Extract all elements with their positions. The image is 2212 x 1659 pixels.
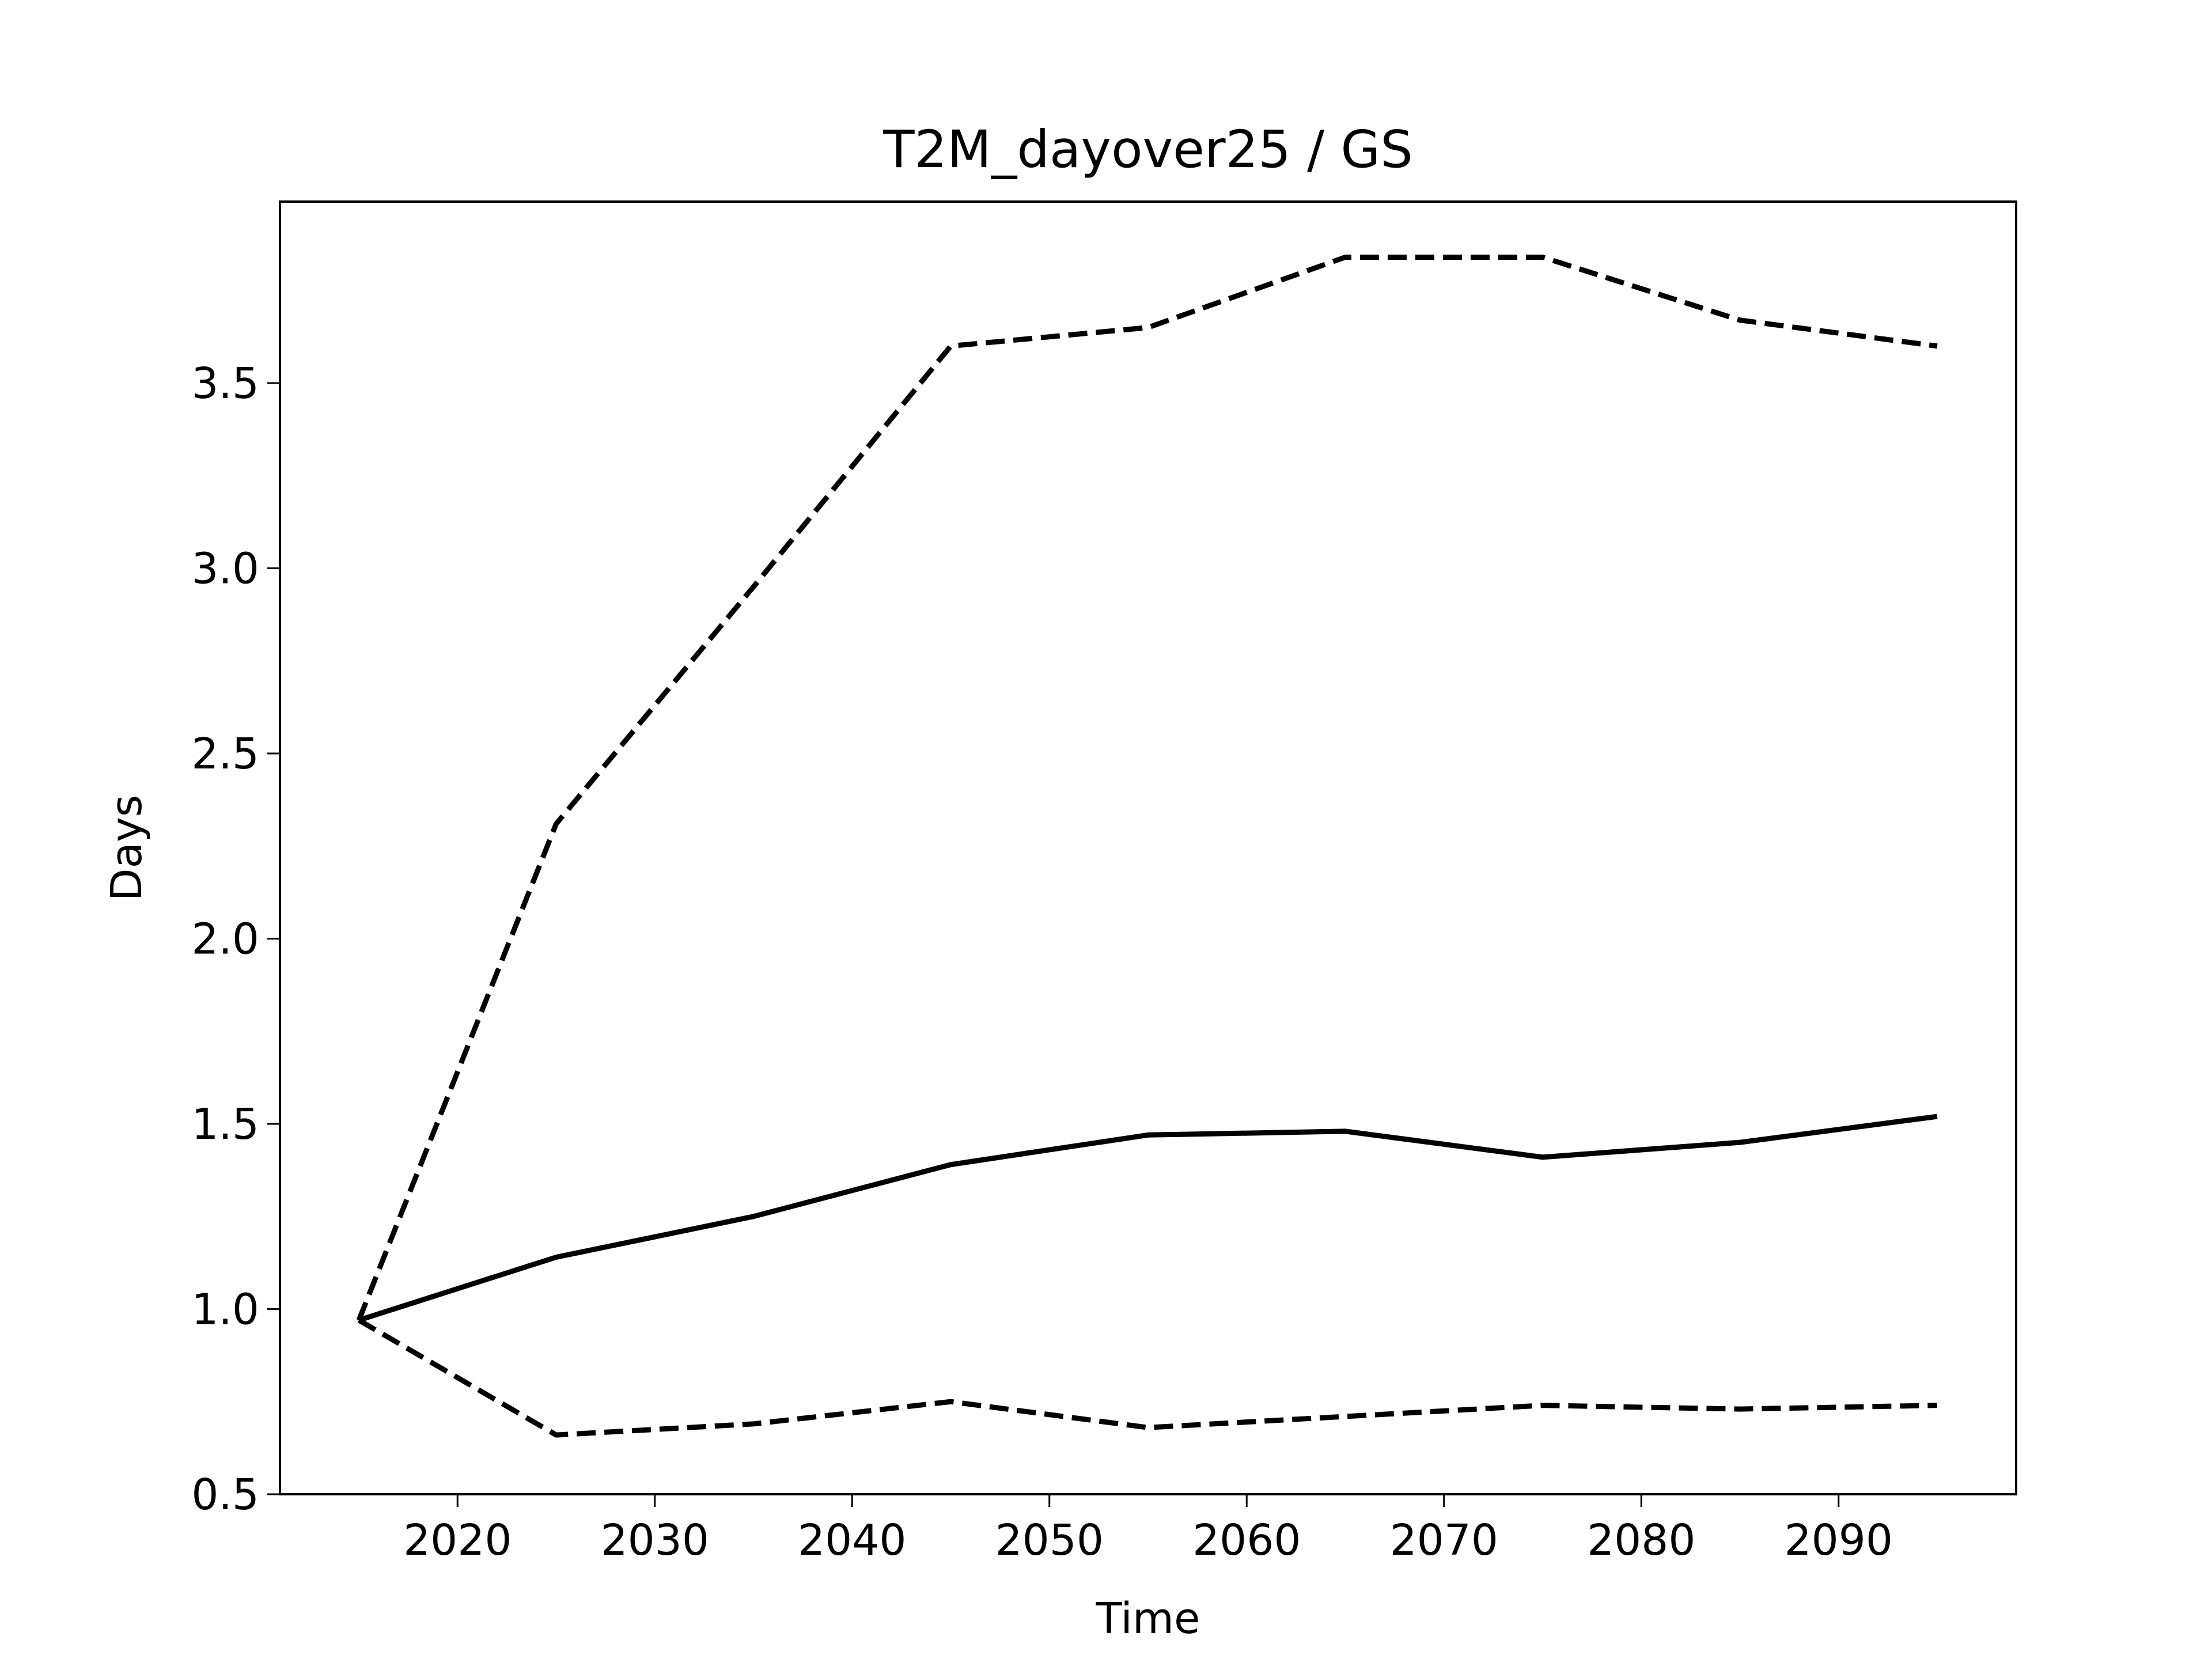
x-tick-label: 2050 [995,1516,1104,1565]
y-tick-label: 1.0 [191,1285,259,1335]
x-tick-label: 2040 [798,1516,906,1565]
plot-frame [279,200,2017,1495]
x-tick-label: 2090 [1785,1516,1893,1565]
x-tick-label: 2070 [1390,1516,1498,1565]
y-tick-label: 3.0 [191,544,259,594]
x-tick-label: 2020 [403,1516,512,1565]
line-series [358,1113,1938,1323]
x-tick-label: 2060 [1192,1516,1301,1565]
y-tick-label: 2.5 [191,729,259,779]
y-tick-label: 1.5 [191,1100,259,1149]
x-tick-label: 2030 [601,1516,709,1565]
line-series [357,1317,1938,1438]
y-tick-label: 3.5 [191,359,259,408]
line-series [356,254,1938,1321]
y-tick-label: 0.5 [191,1470,259,1520]
x-axis-label: Time [1095,1594,1200,1643]
x-tick-label: 2080 [1587,1516,1695,1565]
chart-title: T2M_dayover25 / GS [882,119,1413,179]
y-tick-label: 2.0 [191,915,259,964]
y-axis-label: Days [102,795,151,902]
